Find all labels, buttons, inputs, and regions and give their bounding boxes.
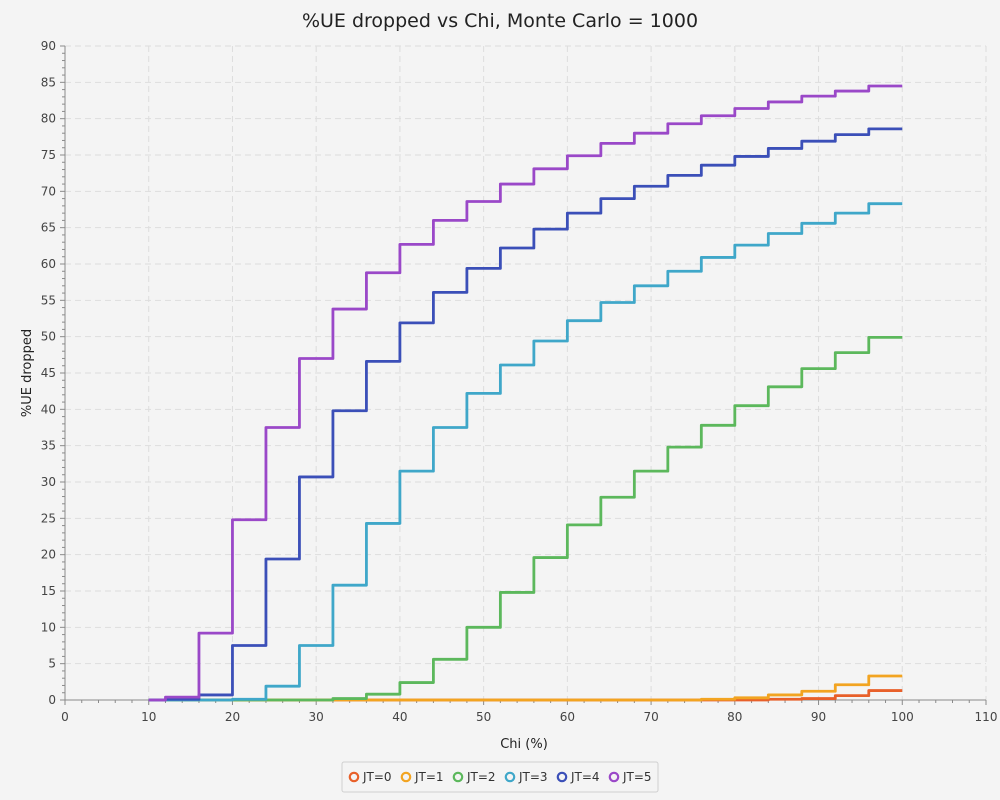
series-line-jt1 (148, 674, 903, 702)
series-line-jt4 (148, 127, 903, 702)
legend-marker-jt4 (556, 771, 568, 783)
tick-labels: 0 5 10 15 20 25 30 35 40 45 50 55 60 65 70 75 80 85 90 0 10 2… (41, 39, 998, 724)
chart-title: %UE dropped vs Chi, Monte Carlo = 1000 (302, 10, 698, 32)
legend-label-jt3: JT=3 (518, 770, 548, 784)
x-tick-label: 80 (727, 710, 742, 724)
y-tick-label: 80 (41, 112, 56, 126)
y-tick-label: 30 (41, 475, 56, 489)
y-tick-label: 60 (41, 257, 56, 271)
y-tick-label: 75 (41, 148, 56, 162)
legend-label-jt2: JT=2 (466, 770, 496, 784)
x-axis-label: Chi (%) (500, 737, 548, 752)
y-tick-label: 15 (41, 584, 56, 598)
y-tick-label: 20 (41, 548, 56, 562)
series-line-jt5 (148, 84, 903, 702)
y-tick-label: 55 (41, 293, 56, 307)
series-lines (148, 84, 903, 702)
legend-marker-jt5 (608, 771, 620, 783)
grid-lines (65, 45, 987, 700)
y-tick-label: 50 (41, 330, 56, 344)
legend-label-jt1: JT=1 (414, 770, 444, 784)
x-tick-label: 60 (560, 710, 575, 724)
x-tick-label: 70 (643, 710, 658, 724)
axes (60, 45, 987, 705)
y-tick-label: 90 (41, 39, 56, 53)
x-tick-label: 20 (225, 710, 240, 724)
legend-label-jt5: JT=5 (622, 770, 652, 784)
legend-marker-jt3 (504, 771, 516, 783)
legend-label-jt0: JT=0 (362, 770, 392, 784)
y-axis-label: %UE dropped (20, 329, 35, 417)
series-line-jt0 (148, 689, 903, 702)
y-tick-label: 85 (41, 75, 56, 89)
y-tick-label: 35 (41, 439, 56, 453)
y-tick-label: 25 (41, 511, 56, 525)
y-tick-label: 10 (41, 620, 56, 634)
series-line-jt2 (148, 335, 903, 702)
x-tick-label: 90 (811, 710, 826, 724)
x-tick-label: 40 (392, 710, 407, 724)
x-tick-label: 0 (61, 710, 69, 724)
x-tick-label: 110 (975, 710, 998, 724)
legend-box (341, 761, 659, 793)
legend-marker-jt0 (348, 771, 360, 783)
y-tick-label: 0 (48, 693, 56, 707)
legend-marker-jt1 (400, 771, 412, 783)
x-tick-label: 10 (141, 710, 156, 724)
y-tick-label: 45 (41, 366, 56, 380)
y-tick-label: 5 (48, 657, 56, 671)
x-tick-label: 30 (309, 710, 324, 724)
legend-label-jt4: JT=4 (570, 770, 600, 784)
x-tick-label: 100 (891, 710, 914, 724)
x-tick-label: 50 (476, 710, 491, 724)
legend-marker-jt2 (452, 771, 464, 783)
y-tick-label: 70 (41, 184, 56, 198)
y-tick-label: 65 (41, 221, 56, 235)
y-tick-label: 40 (41, 402, 56, 416)
legend: JT=0 JT=1 JT=2 JT=3 JT=4 JT=5 (341, 761, 659, 793)
series-line-jt3 (148, 202, 903, 702)
